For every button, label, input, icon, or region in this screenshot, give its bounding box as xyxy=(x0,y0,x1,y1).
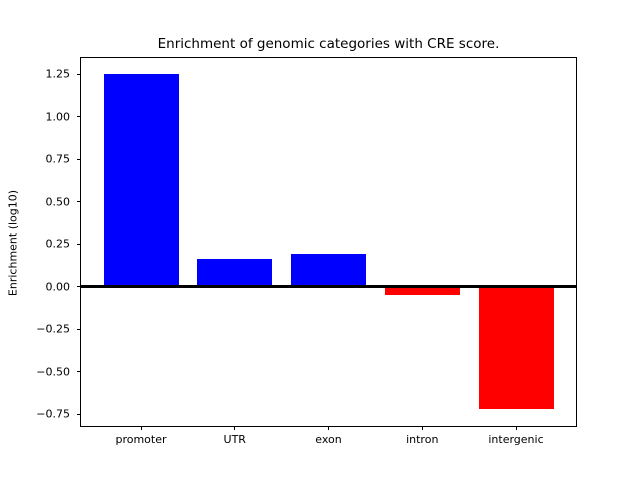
bar-intron xyxy=(384,286,460,296)
y-tick-label: 0.00 xyxy=(45,280,71,294)
y-tick-label: 0.50 xyxy=(45,195,71,209)
y-tick-label: −0.75 xyxy=(36,407,70,421)
x-tick-intergenic xyxy=(515,426,517,430)
bar-promoter xyxy=(103,74,179,287)
y-tick xyxy=(77,73,81,75)
bar-intergenic xyxy=(478,286,554,409)
x-tick-label-exon: exon xyxy=(315,433,342,446)
x-tick-intron xyxy=(421,426,423,430)
y-tick xyxy=(77,201,81,203)
y-tick-label: 1.25 xyxy=(45,67,71,81)
x-tick-UTR xyxy=(234,426,236,430)
x-tick-exon xyxy=(328,426,329,430)
x-tick-label-intron: intron xyxy=(406,433,439,446)
y-tick-label: −0.50 xyxy=(36,365,70,379)
y-tick-label: 0.25 xyxy=(45,237,71,251)
y-tick xyxy=(77,286,81,288)
x-tick-label-UTR: UTR xyxy=(223,433,246,446)
y-tick xyxy=(77,158,81,160)
bar-UTR xyxy=(197,259,273,287)
x-tick-label-promoter: promoter xyxy=(115,433,167,446)
zero-baseline xyxy=(81,285,576,289)
plot-area: promoter UTR exon intron intergenic −0.75 −0.5… xyxy=(36,57,577,446)
x-tick-promoter xyxy=(140,426,142,430)
y-axis-label: Enrichment (log10) xyxy=(6,189,20,297)
y-tick-label: 0.75 xyxy=(45,152,71,166)
chart-title: Enrichment of genomic categories with CR… xyxy=(157,36,500,52)
y-tick xyxy=(77,413,81,415)
y-tick-label: −0.25 xyxy=(36,322,70,336)
x-tick-label-intergenic: intergenic xyxy=(488,433,544,446)
y-tick xyxy=(77,371,81,373)
y-tick xyxy=(77,243,81,245)
y-tick xyxy=(77,116,81,118)
y-tick-label: 1.00 xyxy=(45,110,71,124)
bar-exon xyxy=(291,254,366,287)
y-tick xyxy=(77,328,81,330)
